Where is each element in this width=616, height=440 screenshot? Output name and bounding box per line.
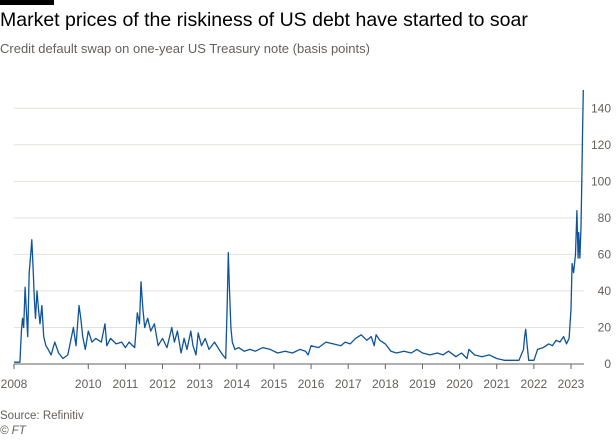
x-tick-label: 2011 (112, 377, 138, 391)
grid-lines (14, 107, 584, 365)
source-note: Source: Refinitiv (0, 410, 84, 422)
x-tick-label: 2017 (335, 377, 362, 391)
y-tick-label: 0 (604, 357, 611, 371)
x-axis-ticks (13, 364, 572, 369)
x-tick-label: 2022 (521, 377, 548, 391)
y-tick-label: 60 (598, 247, 612, 261)
y-tick-label: 40 (598, 284, 612, 298)
x-tick-label: 2023 (558, 377, 585, 391)
series-group (14, 89, 584, 363)
y-axis-labels: 0 20 40 60 80 100 120 140 (591, 101, 611, 371)
x-tick-label: 2021 (483, 377, 510, 391)
chart-subtitle: Credit default swap on one-year US Treas… (0, 41, 370, 56)
y-tick-label: 20 (598, 320, 612, 334)
x-tick-label: 2010 (75, 377, 102, 391)
x-tick-label: 2020 (446, 377, 473, 391)
chart-title: Market prices of the riskiness of US deb… (0, 9, 528, 31)
x-tick-label: 2016 (298, 377, 325, 391)
x-tick-label: 2012 (149, 377, 176, 391)
x-tick-label: 2015 (261, 377, 288, 391)
ft-top-bar (0, 0, 54, 5)
y-tick-label: 140 (591, 101, 611, 115)
x-tick-label: 2019 (409, 377, 436, 391)
x-tick-label: 2014 (223, 377, 250, 391)
x-tick-label: 2018 (372, 377, 399, 391)
x-tick-label: 2008 (1, 377, 28, 391)
x-axis-labels: 2008 2010 2011 2012 2013 2014 2015 2016 2017 2018… (1, 377, 585, 391)
ft-brand: © FT (0, 425, 26, 437)
y-tick-label: 100 (591, 174, 611, 188)
y-tick-label: 80 (598, 211, 612, 225)
x-tick-label: 2013 (186, 377, 213, 391)
cds-series-line (14, 89, 584, 363)
y-tick-label: 120 (591, 138, 611, 152)
